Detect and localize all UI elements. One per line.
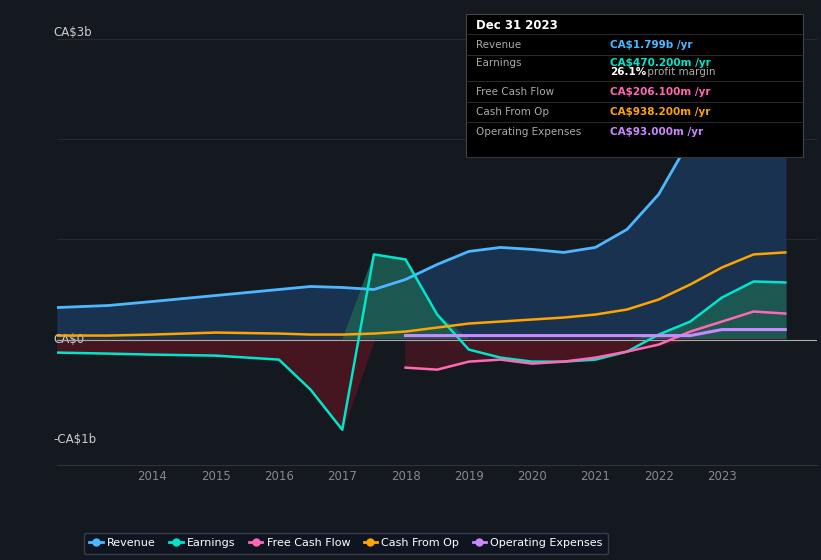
Text: CA$93.000m /yr: CA$93.000m /yr — [610, 127, 703, 137]
Text: profit margin: profit margin — [644, 67, 716, 77]
Text: CA$938.200m /yr: CA$938.200m /yr — [610, 107, 710, 117]
Text: CA$206.100m /yr: CA$206.100m /yr — [610, 87, 710, 96]
Text: Operating Expenses: Operating Expenses — [476, 127, 581, 137]
Text: CA$0: CA$0 — [53, 333, 85, 346]
Text: -CA$1b: -CA$1b — [53, 433, 97, 446]
Text: Earnings: Earnings — [476, 58, 521, 68]
Text: Dec 31 2023: Dec 31 2023 — [476, 18, 558, 32]
Text: CA$1.799b /yr: CA$1.799b /yr — [610, 40, 692, 50]
Text: CA$470.200m /yr: CA$470.200m /yr — [610, 58, 711, 68]
Text: Revenue: Revenue — [476, 40, 521, 50]
Legend: Revenue, Earnings, Free Cash Flow, Cash From Op, Operating Expenses: Revenue, Earnings, Free Cash Flow, Cash … — [84, 533, 608, 554]
Text: Cash From Op: Cash From Op — [476, 107, 549, 117]
Text: 26.1%: 26.1% — [610, 67, 646, 77]
Text: Free Cash Flow: Free Cash Flow — [476, 87, 554, 96]
Text: CA$3b: CA$3b — [53, 26, 92, 39]
